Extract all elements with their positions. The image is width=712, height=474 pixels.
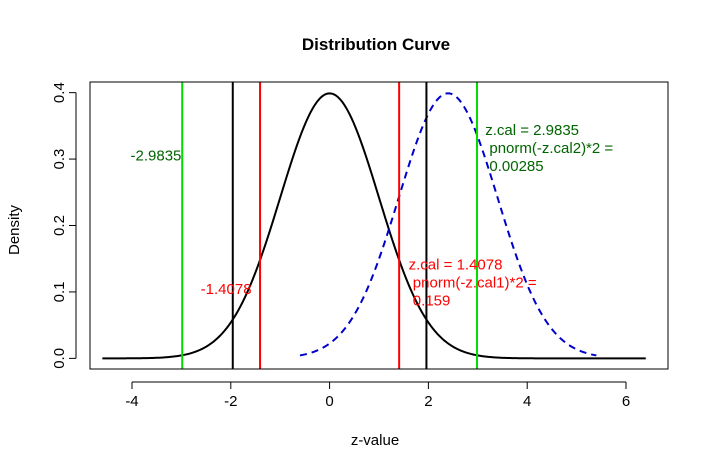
annotation-text: -1.4078 [201, 281, 252, 298]
annotation-line: 0.00285 [485, 158, 543, 175]
annotation-text: z.cal = 2.9835 pnorm(-z.cal2)*2 = 0.0028… [485, 122, 613, 175]
plot-frame [89, 81, 669, 370]
y-axis-label: Density [6, 204, 23, 255]
annotation-line: pnorm(-z.cal1)*2 = [409, 274, 537, 291]
annotation-line: 0.159 [409, 292, 451, 309]
plot-area: -4 -2 0 2 4 6 0.0 0.1 0.2 0.3 0.4 -2.9835 z.cal = 2.… [51, 81, 669, 410]
x-tick-label: 4 [523, 393, 531, 410]
annotation-line: -2.9835 [131, 147, 182, 164]
annotation-line: pnorm(-z.cal2)*2 = [485, 140, 613, 157]
density-curve-null [102, 92, 646, 360]
annotation-text: -2.9835 [131, 147, 182, 164]
annotation-line: -1.4078 [201, 281, 252, 298]
y-tick-label: 0.4 [51, 82, 68, 103]
y-tick-label: 0.1 [51, 282, 68, 303]
annotation-text: z.cal = 1.4078 pnorm(-z.cal1)*2 = 0.159 [409, 256, 537, 309]
x-tick-label: -2 [224, 393, 237, 410]
x-tick-label: -4 [125, 393, 138, 410]
annotation-line: z.cal = 1.4078 [409, 256, 503, 273]
y-tick-label: 0.0 [51, 348, 68, 369]
x-tick-label: 0 [325, 393, 333, 410]
y-tick-label: 0.3 [51, 149, 68, 170]
y-tick-label: 0.2 [51, 215, 68, 236]
chart-title: Distribution Curve [302, 35, 450, 54]
x-tick-label: 6 [622, 393, 630, 410]
annotation-line: z.cal = 2.9835 [485, 122, 579, 139]
x-tick-label: 2 [424, 393, 432, 410]
density-curve-alternative [299, 92, 597, 357]
x-axis-label: z-value [351, 432, 399, 449]
